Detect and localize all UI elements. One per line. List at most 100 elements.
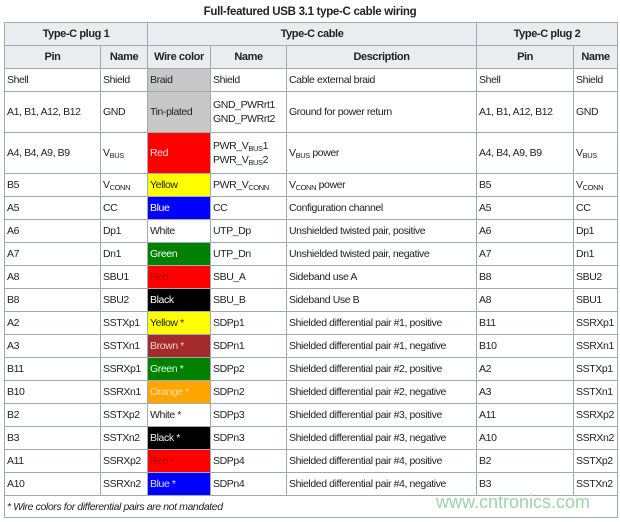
cell-name-2: SSTXn2 <box>573 472 619 496</box>
cell-name-2: SSRXp2 <box>573 403 619 427</box>
cell-name-2: SSRXn2 <box>573 426 619 450</box>
cell-description: Unshielded twisted pair, negative <box>285 242 478 266</box>
cell-pin-2: A6 <box>476 219 575 243</box>
cell-name-1: SBU2 <box>100 288 148 312</box>
cell-pin-1: A8 <box>4 265 101 289</box>
cell-description: Sideband use A <box>285 265 478 289</box>
text-segment: PWR_V <box>213 154 249 166</box>
table-row: B8 SBU2 Black SBU_B Sideband Use B A8 SBU1 <box>4 288 619 312</box>
cell-pin-2: A1, B1, A12, B12 <box>476 91 575 133</box>
subscript: CONN <box>582 183 604 192</box>
text-segment: V <box>576 179 583 191</box>
cell-name-1: Dp1 <box>100 219 148 243</box>
cell-name-1: VCONN <box>100 173 148 197</box>
column-header-row: Pin Name Wire color Name Description Pin… <box>4 45 619 69</box>
group-header-row: Type-C plug 1 Type-C cable Type-C plug 2 <box>4 22 619 46</box>
cell-pin-2: A7 <box>476 242 575 266</box>
cell-pin-2: Shell <box>476 68 575 92</box>
cell-line: GND_PWRrt1 <box>213 98 284 112</box>
text-segment: PWR_V <box>213 140 249 152</box>
cell-cable-name: UTP_Dp <box>210 219 287 243</box>
text-segment: V <box>103 179 110 191</box>
table-row: B2 SSTXp2 White * SDPp3 Shielded differentia… <box>4 403 619 427</box>
cell-name-1: Dn1 <box>100 242 148 266</box>
cell-description: Shielded differential pair #1, positive <box>285 311 478 335</box>
cell-name-1: VBUS <box>100 132 148 174</box>
cell-wire-color: Red <box>147 265 211 289</box>
cell-pin-1: B11 <box>4 357 101 381</box>
cell-line: VCONN <box>576 178 615 192</box>
cell-name-1: GND <box>100 91 148 133</box>
cell-cable-name: SDPp2 <box>210 357 287 381</box>
text-segment: V <box>576 147 583 159</box>
cell-cable-name: SDPp3 <box>210 403 287 427</box>
cell-name-2: SBU1 <box>573 288 619 312</box>
cell-line: PWR_VCONN <box>213 178 284 192</box>
cell-pin-1: A2 <box>4 311 101 335</box>
text-segment: V <box>289 179 296 191</box>
cell-pin-2: A8 <box>476 288 575 312</box>
subscript: CONN <box>248 183 269 192</box>
subscript: BUS <box>295 151 311 160</box>
cell-name-1: SBU1 <box>100 265 148 289</box>
cell-pin-2: B8 <box>476 265 575 289</box>
cell-pin-1: B5 <box>4 173 101 197</box>
cell-pin-1: A7 <box>4 242 101 266</box>
cell-wire-color: Black <box>147 288 211 312</box>
cell-cable-name: SDPp1 <box>210 311 287 335</box>
cell-pin-1: B2 <box>4 403 101 427</box>
cell-line: PWR_VBUS2 <box>213 153 284 167</box>
cell-name-1: SSRXp1 <box>100 357 148 381</box>
subscript: BUS <box>248 158 263 167</box>
cell-description: Shielded differential pair #3, negative <box>285 426 478 450</box>
cell-cable-name: UTP_Dn <box>210 242 287 266</box>
cell-pin-1: A4, B4, A9, B9 <box>4 132 101 174</box>
cell-cable-name: SBU_A <box>210 265 287 289</box>
cell-name-1: SSTXn1 <box>100 334 148 358</box>
cell-description: Shielded differential pair #4, positive <box>285 449 478 473</box>
group-header-plug-2: Type-C plug 2 <box>476 22 619 46</box>
cell-cable-name: SBU_B <box>210 288 287 312</box>
cell-line: VBUS <box>576 146 615 160</box>
cell-wire-color: Blue * <box>147 472 211 496</box>
cell-pin-2: A10 <box>476 426 575 450</box>
cell-description: Unshielded twisted pair, positive <box>285 219 478 243</box>
cell-wire-color: Braid <box>147 68 211 92</box>
cell-cable-name: SDPn3 <box>210 426 287 450</box>
cell-pin-2: A3 <box>476 380 575 404</box>
col-header-wire-color: Wire color <box>147 45 211 69</box>
watermark: www.cntronics.com <box>436 492 591 512</box>
cell-cable-name: SDPn4 <box>210 472 287 496</box>
cell-description: Cable external braid <box>285 68 478 92</box>
table-row: A6 Dp1 White UTP_Dp Unshielded twisted pair,… <box>4 219 619 243</box>
footnote: * Wire colors for differential pairs are… <box>3 495 619 518</box>
cell-name-1: Shield <box>100 68 148 92</box>
cell-wire-color: Black * <box>147 426 211 450</box>
cell-cable-name: SDPn2 <box>210 380 287 404</box>
table-caption: Full-featured USB 3.1 type-C cable wirin… <box>203 6 417 18</box>
cell-wire-color: White * <box>147 403 211 427</box>
cell-pin-1: A1, B1, A12, B12 <box>4 91 101 133</box>
text-segment: power <box>316 179 346 191</box>
cell-line: VBUS power <box>289 146 474 160</box>
table-row: A8 SBU1 Red SBU_A Sideband use A B8 SBU2 <box>4 265 619 289</box>
table-row: B3 SSTXn2 Black * SDPn3 Shielded differentia… <box>4 426 619 450</box>
cell-description: Sideband Use B <box>285 288 478 312</box>
text-segment: 2 <box>262 154 269 166</box>
col-header-description: Description <box>285 45 478 69</box>
subscript: CONN <box>295 183 317 192</box>
cell-wire-color: Brown * <box>147 334 211 358</box>
cell-line: VBUS <box>103 146 145 160</box>
subscript: BUS <box>248 144 263 153</box>
col-header-name-2: Name <box>573 45 619 69</box>
table-row: Shell Shield Braid Shield Cable external bra… <box>4 68 619 92</box>
subscript: CONN <box>109 183 131 192</box>
cell-pin-2: A5 <box>476 196 575 220</box>
cell-pin-1: A5 <box>4 196 101 220</box>
wiring-table: Type-C plug 1 Type-C cable Type-C plug 2… <box>3 22 619 518</box>
cell-line: PWR_VBUS1 <box>213 139 284 153</box>
cell-wire-color: Blue <box>147 196 211 220</box>
cell-pin-2: B2 <box>476 449 575 473</box>
col-header-name-1: Name <box>100 45 148 69</box>
subscript: BUS <box>582 151 598 160</box>
